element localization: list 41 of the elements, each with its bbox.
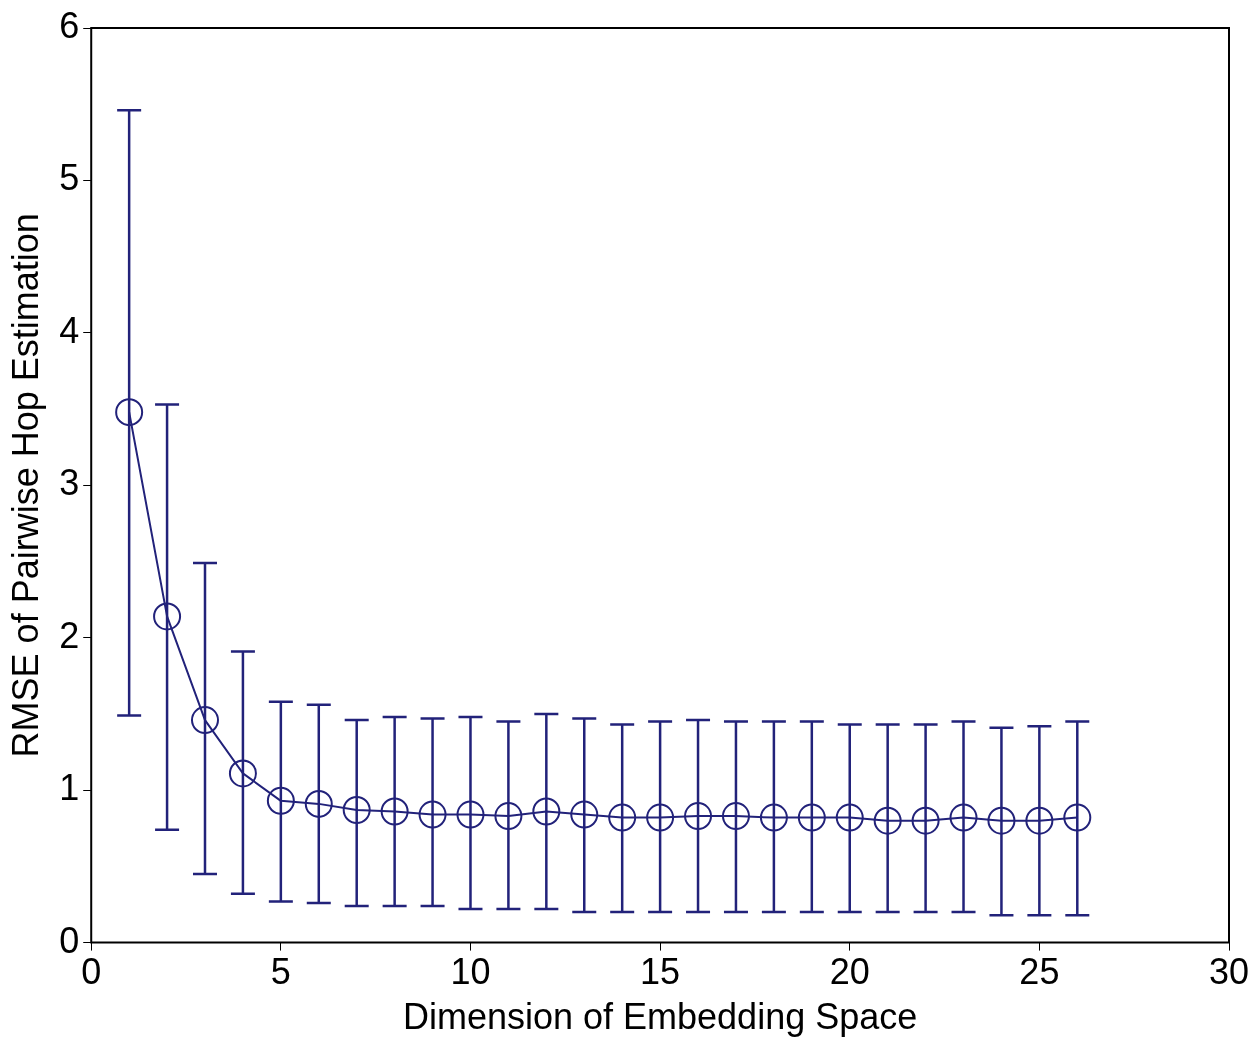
point: [646, 803, 675, 832]
x-tick-label: 15: [640, 951, 681, 993]
point: [608, 803, 637, 832]
point: [721, 802, 750, 831]
point: [1063, 803, 1092, 832]
point: [304, 789, 333, 818]
point: [418, 800, 447, 829]
x-tick-label: 10: [450, 951, 491, 993]
point: [949, 803, 978, 832]
point: [797, 803, 826, 832]
point: [911, 806, 940, 835]
point: [835, 803, 864, 832]
point: [228, 759, 257, 788]
point: [115, 398, 144, 427]
point: [191, 706, 219, 735]
point: [1025, 806, 1054, 835]
point: [684, 802, 713, 831]
point: [759, 803, 788, 832]
x-tick-label: 25: [1019, 951, 1060, 993]
point: [532, 797, 561, 826]
x-tick-label: 30: [1208, 951, 1250, 993]
point: [266, 786, 295, 815]
y-axis-title: RMSE of Pairwise Hop Estimation: [4, 213, 46, 758]
x-tick-label: 5: [270, 951, 291, 993]
y-tick-label: 2: [59, 614, 80, 656]
point: [987, 806, 1016, 835]
point: [494, 802, 523, 831]
y-tick-label: 0: [59, 919, 80, 961]
x-tick-label: 20: [829, 951, 870, 993]
y-tick-label: 1: [59, 767, 80, 809]
point: [342, 795, 371, 824]
point: [153, 602, 182, 631]
y-tick-label: 6: [59, 4, 80, 46]
point: [570, 800, 599, 829]
point: [873, 806, 902, 835]
point: [456, 800, 485, 829]
y-tick-label: 5: [59, 157, 80, 199]
point: [380, 797, 409, 826]
y-tick-label: 4: [59, 309, 80, 351]
y-tick-label: 3: [59, 462, 80, 504]
x-axis-title: Dimension of Embedding Space: [402, 996, 918, 1038]
